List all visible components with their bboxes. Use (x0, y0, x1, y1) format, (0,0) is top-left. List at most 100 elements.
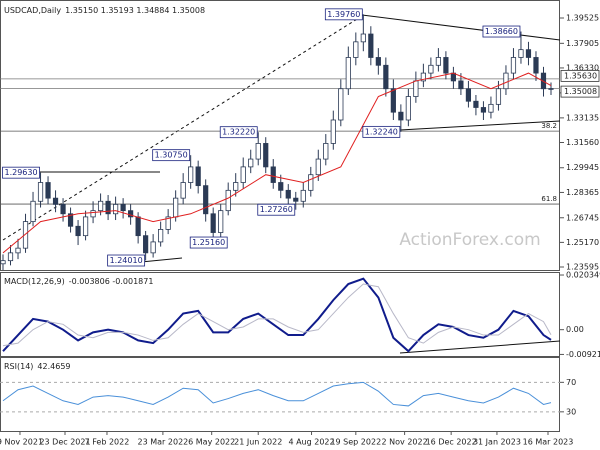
candle-body (270, 166, 276, 183)
panel-values: 1.35150 1.35193 1.34884 1.35008 (65, 6, 205, 15)
series-line (2, 381, 552, 407)
candle-body (90, 210, 96, 218)
candle-body (263, 143, 269, 168)
candle-body (75, 225, 81, 237)
trend-line (361, 14, 561, 41)
x-tick-label: 31 Jan 2023 (473, 438, 521, 447)
x-tick-label: 4 Aug 2022 (288, 438, 334, 447)
y-tick-label: 0.020349 (566, 271, 600, 280)
candle-body (435, 57, 441, 66)
candle-body (510, 57, 517, 74)
y-tick-label: 1.33135 (566, 113, 599, 122)
candle-body (390, 88, 396, 113)
panel-header: USDCAD,Daily 1.35150 1.35193 1.34884 1.35… (4, 6, 205, 15)
panel-title: USDCAD,Daily (4, 6, 61, 15)
candle-body (180, 182, 186, 199)
candle-body (30, 200, 36, 222)
candle-body (255, 143, 261, 160)
candle-body (533, 57, 539, 74)
candle-body (330, 119, 336, 144)
candle-body (458, 80, 464, 90)
annotation-box (324, 8, 363, 21)
candle-body (52, 197, 59, 205)
annotation-label: 1.29630 (4, 168, 37, 177)
price-frame (0, 0, 560, 271)
candle-body (67, 213, 74, 227)
x-tick-label: 9 Nov 2021 (0, 438, 43, 447)
y-tick-label: 1.23595 (566, 262, 599, 271)
candle-body (113, 203, 119, 215)
annotation-box (152, 149, 191, 162)
candle-body (503, 72, 509, 90)
watermark: ActionForex.com (399, 230, 540, 250)
price-box (560, 69, 600, 82)
candle-body (97, 200, 104, 212)
candle-body (37, 182, 44, 202)
candle-body (495, 88, 502, 105)
candle-body (248, 158, 254, 168)
candle-body (473, 100, 479, 108)
candle-body (383, 64, 389, 90)
x-tick-label: 23 Mar 2022 (138, 438, 189, 447)
x-tick-label: 19 Sep 2022 (330, 438, 381, 447)
annotation-box (2, 166, 40, 179)
x-tick-label: 6 May 2022 (188, 438, 235, 447)
candle-body (7, 252, 14, 262)
candle-body (278, 182, 284, 191)
candle-body (225, 189, 231, 212)
candle-body (353, 41, 359, 58)
y-tick-label: 1.29945 (566, 163, 599, 172)
candle-body (420, 72, 426, 82)
price-box-label: 1.35630 (564, 71, 597, 80)
x-tick-label: 21 Jun 2022 (234, 438, 282, 447)
y-tick-label: 1.26745 (566, 213, 599, 222)
candle-body (488, 103, 494, 113)
candle-body (218, 210, 224, 233)
panel-title: RSI(14) (4, 362, 33, 371)
candle-body (465, 88, 472, 102)
price-box (560, 85, 600, 98)
candle-body (22, 221, 29, 249)
y-tick-label: 1.39525 (566, 14, 599, 23)
panel-header: RSI(14) 42.4659 (4, 362, 71, 371)
candle-body (548, 88, 554, 90)
candle-body (150, 241, 156, 254)
price-box-label: 1.35008 (564, 87, 597, 96)
trend-line (399, 120, 561, 131)
x-tick-label: 7 Feb 2022 (85, 438, 130, 447)
y-tick-label: -0.009215 (566, 350, 600, 359)
candle-body (120, 203, 126, 212)
candle-body (60, 203, 66, 215)
candle-body (323, 143, 329, 160)
candle-body (405, 96, 411, 121)
candle-body (300, 189, 306, 202)
annotation-label: 1.32240 (365, 127, 398, 136)
x-tick-label: 16 Dec 2022 (426, 438, 477, 447)
candle-body (195, 166, 201, 187)
candle-body (308, 174, 314, 191)
annotation-box (219, 126, 258, 139)
macd-frame (0, 272, 560, 357)
candle-body (480, 107, 487, 113)
candle-body (368, 33, 374, 58)
candle-body (105, 200, 111, 215)
annotation-label: 1.38660 (485, 27, 518, 36)
candle-body (188, 166, 194, 183)
y-tick-label: 1.36330 (566, 63, 599, 72)
y-tick-label: 0.00 (566, 325, 584, 334)
y-tick-label: 70 (566, 378, 576, 387)
candle-body (345, 57, 351, 90)
annotation-box (482, 25, 521, 38)
candle-body (338, 88, 344, 121)
candle-body (240, 166, 246, 183)
x-tick-label: 16 Mar 2023 (523, 438, 574, 447)
candle-body (210, 213, 216, 233)
candle-body (428, 64, 434, 74)
candle-body (233, 182, 239, 191)
y-tick-label: 30 (566, 407, 576, 416)
annotation-box (189, 236, 228, 249)
candle-body (293, 197, 299, 202)
candle-body (173, 197, 179, 218)
fib-label: 61.8 (541, 195, 557, 203)
